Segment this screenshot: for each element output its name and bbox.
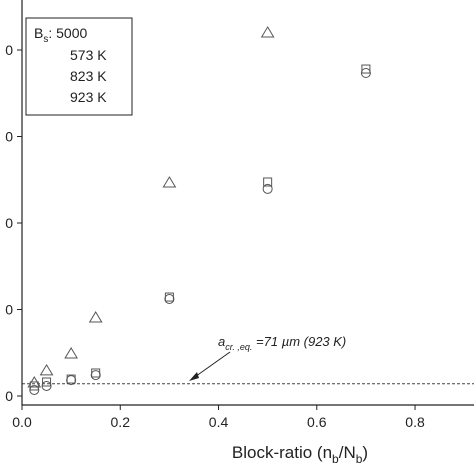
legend-title: Bs: 5000 [34,25,87,45]
threshold-label: acr. ,eq. =71 µm (923 K) [218,334,346,352]
legend-label: 923 K [70,89,107,105]
x-tick-label: 0.6 [307,414,327,430]
x-label-mid: /N [339,443,356,462]
circle-marker [29,384,40,395]
y-tick-label: 0 [5,42,13,58]
legend-label: 573 K [70,47,107,63]
x-label-sub: b [332,452,339,466]
threshold-label-main: a [218,334,225,349]
circle-marker [66,375,77,386]
x-label-end: ) [362,443,368,462]
x-label-sub: b [356,452,363,466]
x-tick-label: 0.4 [209,414,229,430]
x-tick-label: 0.0 [12,414,32,430]
triangle-marker [64,346,79,359]
square-marker [29,381,39,391]
x-tick-label: 0.8 [405,414,425,430]
square-marker [361,64,371,74]
triangle-marker [260,26,275,38]
circle-marker [41,380,52,391]
y-tick-label: 0 [5,128,13,144]
y-tick-label: 0 [5,215,13,231]
legend-title-sub: s [43,34,48,45]
circle-marker [164,293,175,304]
y-tick-label: 0 [5,388,13,404]
triangle-marker [88,311,103,323]
circle-marker [262,183,273,194]
x-tick-label: 0.2 [111,414,131,430]
threshold-label-rest: =71 µm (923 K) [252,334,346,349]
circle-marker [90,370,101,381]
legend-label: 823 K [70,68,107,84]
legend-title-rest: : 5000 [48,25,87,41]
square-marker [263,177,273,187]
arrow-head [189,372,199,381]
annotation-arrow [191,351,231,380]
threshold-label-sub: cr. ,eq. [225,342,252,352]
legend-box [25,17,133,116]
x-label-main: Block-ratio (n [232,443,332,462]
square-marker [42,377,52,387]
circle-marker [360,68,371,79]
legend-title-main: B [34,25,43,41]
triangle-marker [39,363,54,376]
triangle-marker [162,176,177,188]
triangle-marker [27,376,42,388]
x-axis-label: Block-ratio (nb/Nb) [232,443,368,466]
y-tick-label: 0 [5,302,13,318]
